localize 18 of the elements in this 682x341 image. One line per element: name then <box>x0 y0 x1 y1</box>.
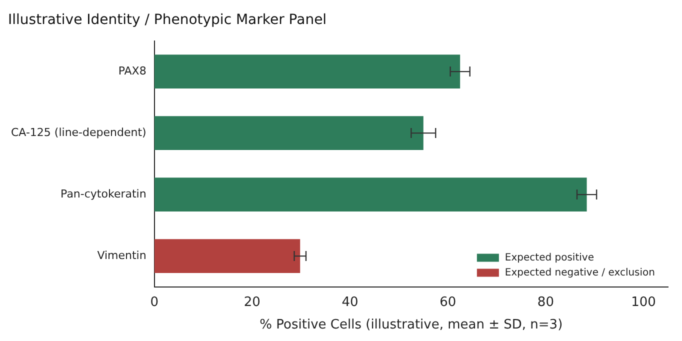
x-tick-label: 60 <box>440 294 456 310</box>
y-tick-label: Pan-cytokeratin <box>60 187 146 200</box>
bar <box>154 239 300 273</box>
x-tick-label: 0 <box>150 294 158 310</box>
bar <box>154 54 460 88</box>
y-tick-label: PAX8 <box>118 64 146 78</box>
x-tick-label: 80 <box>537 294 554 310</box>
x-tick-label: 40 <box>342 294 358 310</box>
legend-label: Expected negative / exclusion <box>504 267 656 278</box>
y-tick-label: CA-125 (line-dependent) <box>10 126 146 139</box>
bar <box>154 178 587 212</box>
x-axis-title: % Positive Cells (illustrative, mean ± SD, n=3) <box>260 318 563 333</box>
legend-label: Expected positive <box>504 252 594 264</box>
y-tick-label: Vimentin <box>97 248 146 262</box>
x-tick-label: 100 <box>631 294 656 310</box>
chart-title: Illustrative Identity / Phenotypic Marker Panel <box>8 12 327 28</box>
bar <box>154 116 424 150</box>
x-tick-label: 20 <box>244 294 260 310</box>
